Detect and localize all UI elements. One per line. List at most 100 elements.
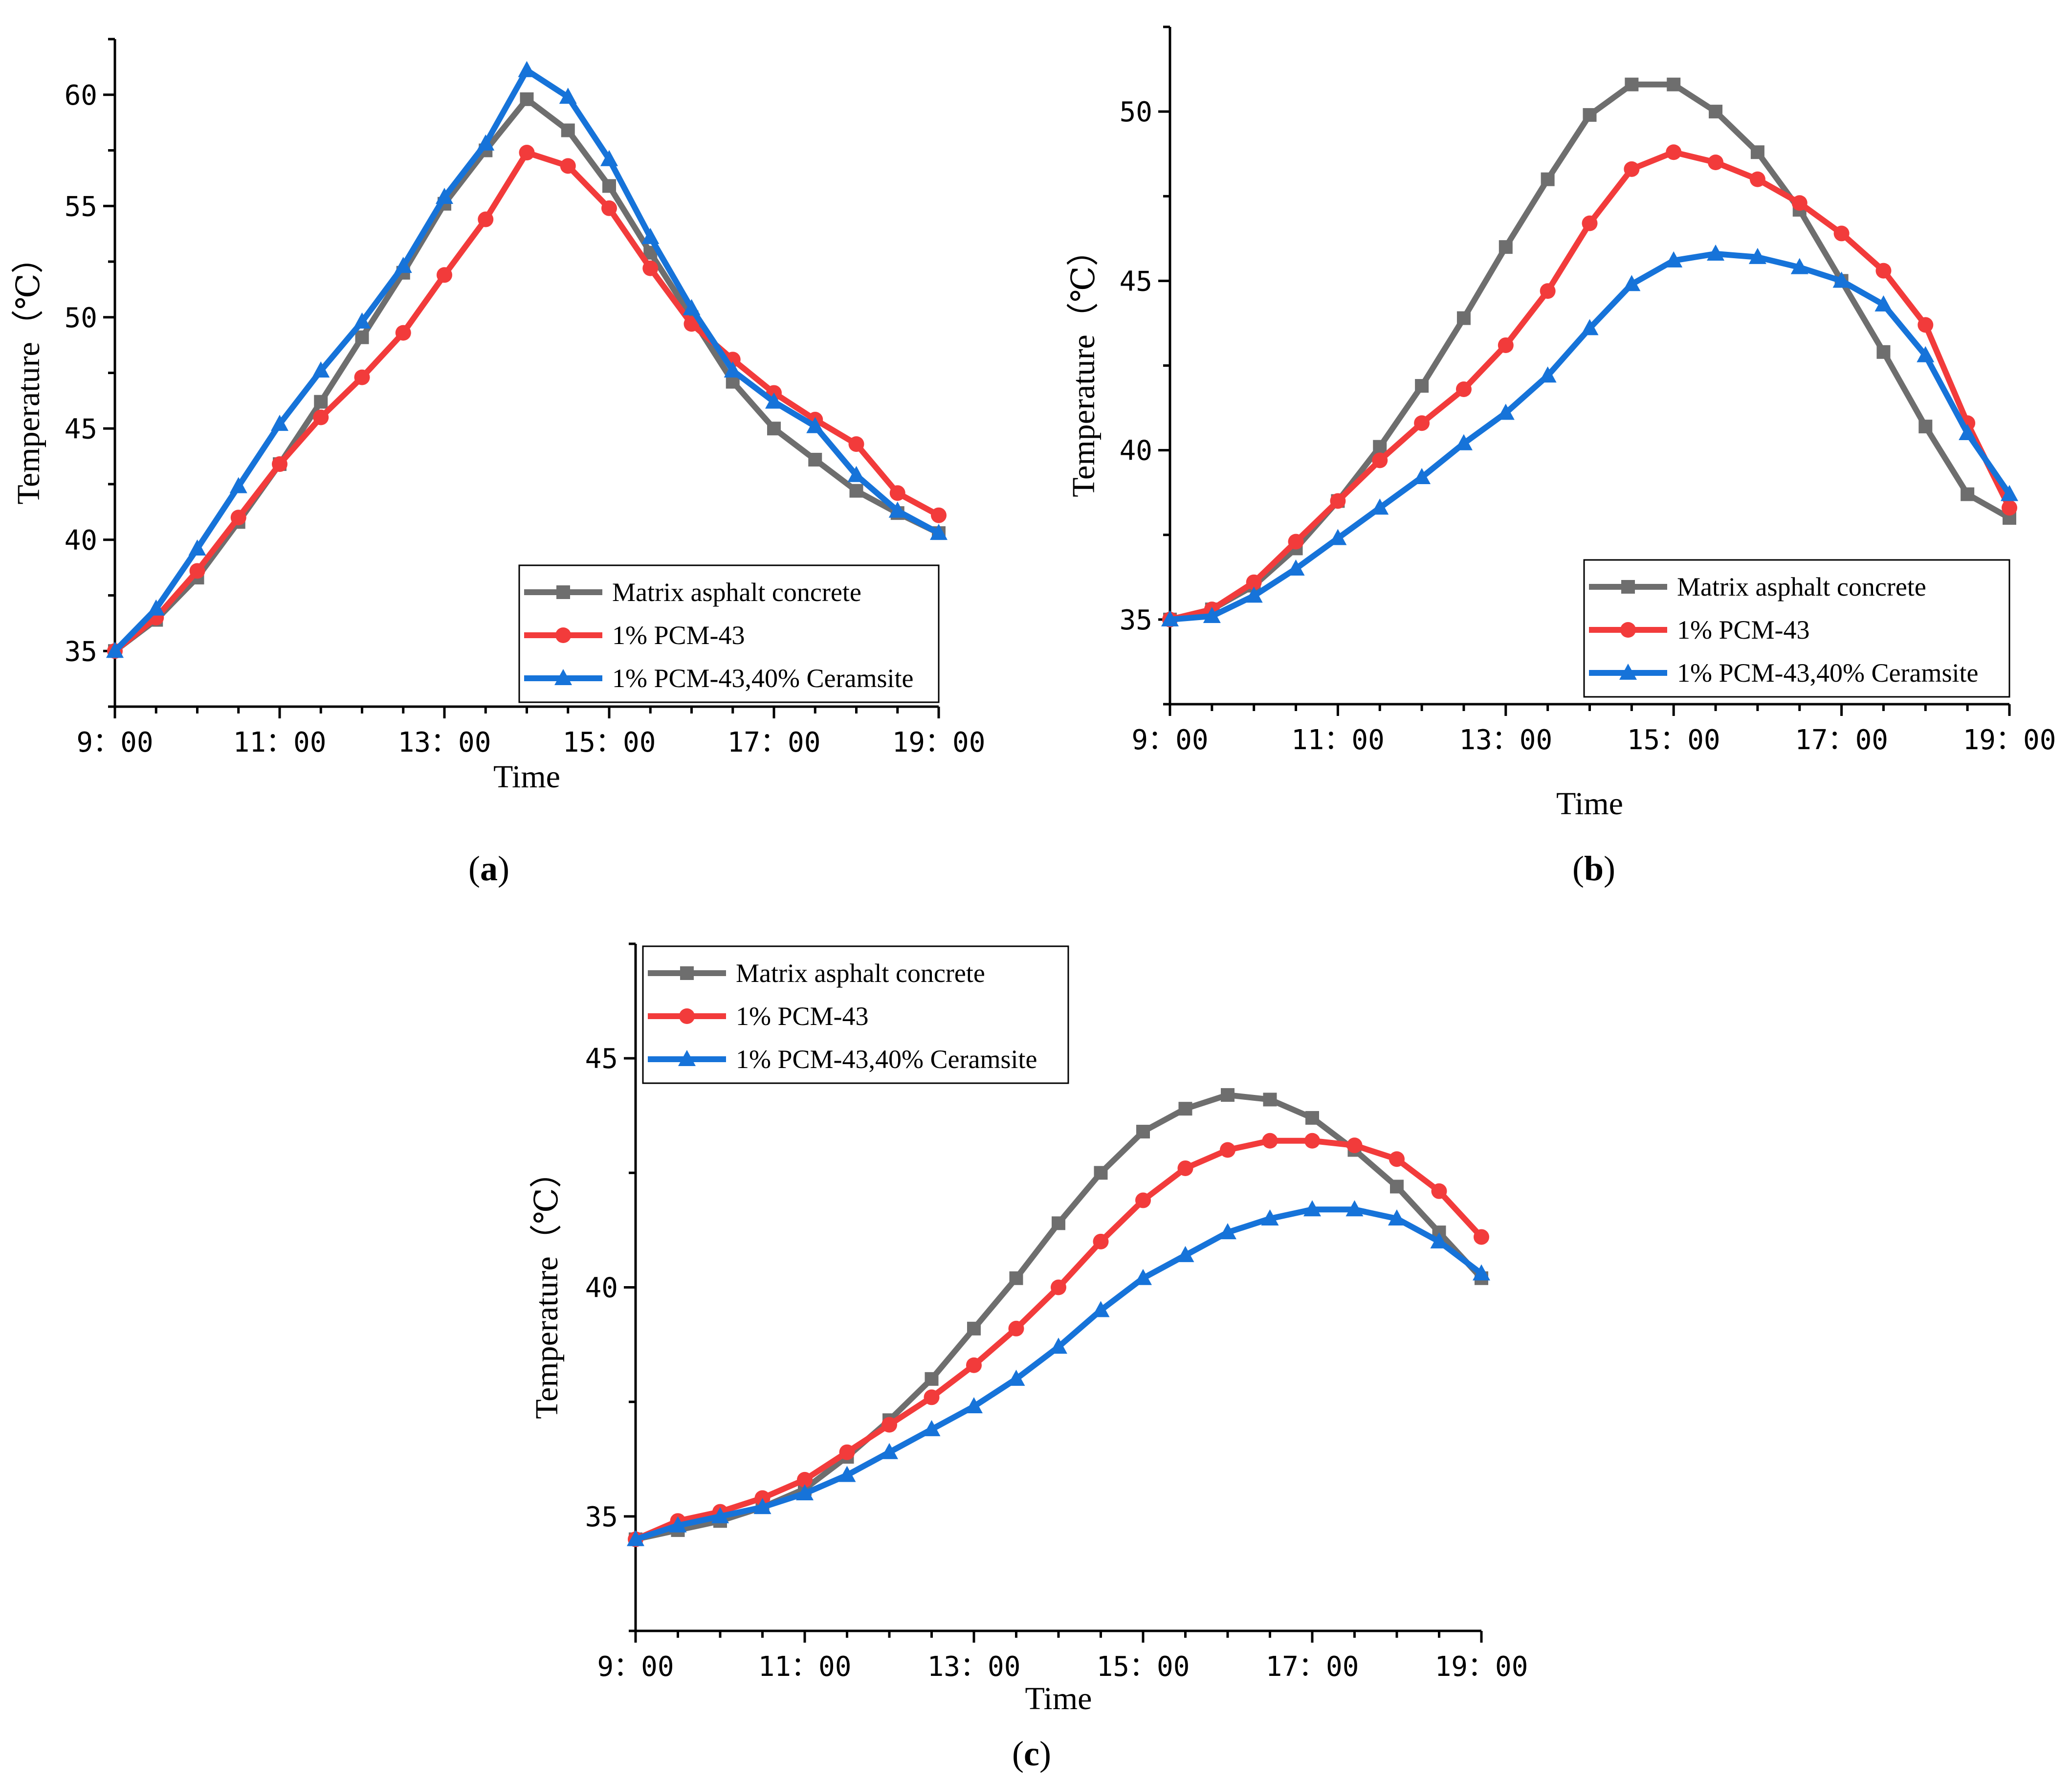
ceramsite-point (106, 642, 124, 658)
ceramsite-point (1959, 424, 1977, 440)
matrix-point (1918, 420, 1933, 434)
matrix-line (633, 1092, 1484, 1542)
pcm-point (1708, 155, 1724, 170)
ceramsite-point (1790, 258, 1808, 274)
ceramsite-point (753, 1498, 771, 1515)
pcm-point (1372, 452, 1388, 468)
y-axis-title: Temperature（℃） (1066, 234, 1102, 497)
y-tick-label: 50 (1120, 96, 1152, 128)
pcm-point (882, 1417, 897, 1433)
pcm-point (848, 436, 864, 452)
matrix-point (1178, 1102, 1192, 1116)
ceramsite-point (394, 257, 412, 273)
ceramsite-point (312, 361, 330, 378)
pcm-point (1431, 1183, 1447, 1199)
legend-ceramsite-label: 1% PCM-43,40% Ceramsite (736, 1045, 1037, 1074)
ceramsite-point (627, 1530, 644, 1546)
x-tick-label: 13：00 (1459, 724, 1552, 756)
pcm-point (924, 1389, 940, 1405)
pcm-point (1624, 161, 1640, 177)
ceramsite-point (847, 466, 865, 482)
ceramsite-point (796, 1484, 814, 1500)
legend-ceramsite-marker (554, 669, 572, 685)
matrix-point (1961, 487, 1975, 501)
matrix-point (1541, 172, 1555, 186)
matrix-point (1456, 311, 1471, 325)
ceramsite-point (477, 134, 495, 151)
ceramsite-point (683, 299, 701, 315)
ceramsite-point (1161, 610, 1179, 626)
x-tick-label: 19：00 (1435, 1651, 1528, 1683)
pcm-point (313, 409, 329, 425)
ceramsite-point (724, 361, 742, 378)
pcm-point (1304, 1133, 1320, 1149)
pcm-point (1220, 1142, 1235, 1158)
ceramsite-point (669, 1516, 687, 1533)
x-tick-label: 17：00 (727, 727, 821, 758)
ceramsite-point (1874, 295, 1893, 312)
x-tick-label: 9：00 (1131, 724, 1208, 756)
ceramsite-point (1497, 403, 1515, 420)
matrix-point (1415, 379, 1429, 393)
ceramsite-point (229, 477, 247, 493)
pcm-point (1177, 1160, 1193, 1176)
pcm-point (1389, 1151, 1405, 1167)
pcm-point (839, 1444, 855, 1460)
pcm-point (1749, 171, 1765, 187)
y-tick-label: 40 (585, 1272, 618, 1304)
matrix-point (849, 484, 863, 498)
legend-ceramsite-label: 1% PCM-43,40% Ceramsite (612, 664, 913, 693)
pcm-point (189, 563, 205, 579)
pcm-point (1875, 263, 1892, 279)
legend-pcm-label: 1% PCM-43 (736, 1002, 869, 1031)
ceramsite-point (641, 227, 660, 244)
y-tick-label: 35 (585, 1501, 618, 1533)
series-pcm (628, 1133, 1489, 1547)
pcm-point (1093, 1233, 1109, 1249)
matrix-point (1009, 1271, 1023, 1285)
ceramsite-point (1261, 1209, 1279, 1225)
matrix-point (1709, 105, 1723, 119)
y-axis-title: Temperature（℃） (529, 1156, 565, 1419)
x-tick-label: 15：00 (563, 727, 656, 758)
matrix-point (808, 452, 822, 467)
y-tick-label: 35 (65, 636, 97, 668)
ceramsite-point (1413, 468, 1431, 485)
x-tick-label: 15：00 (1627, 724, 1720, 756)
legend-matrix-label: Matrix asphalt concrete (1677, 572, 1926, 601)
matrix-point (1583, 108, 1597, 122)
matrix-point (314, 395, 328, 409)
ceramsite-point (711, 1507, 729, 1523)
x-tick-label: 13：00 (927, 1651, 1021, 1683)
pcm-point (478, 211, 494, 227)
y-tick-label: 45 (585, 1043, 618, 1075)
pcm-point (1008, 1320, 1024, 1336)
matrix-point (767, 422, 781, 436)
ceramsite-point (1539, 366, 1557, 383)
y-axis-title: Temperature（℃） (11, 241, 46, 504)
pcm-point (1918, 317, 1934, 333)
legend-ceramsite-label: 1% PCM-43,40% Ceramsite (1677, 658, 1978, 688)
x-tick-label: 9：00 (597, 1651, 674, 1683)
x-tick-label: 11：00 (758, 1651, 852, 1683)
ceramsite-point (930, 524, 948, 540)
ceramsite-point (188, 539, 206, 556)
series-ceramsite (627, 1200, 1490, 1546)
ceramsite-line (633, 1206, 1484, 1542)
ceramsite-point (1007, 1369, 1025, 1386)
legend: Matrix asphalt concrete 1% PCM-43 1% PCM-4… (642, 945, 1069, 1084)
y-tick-label: 45 (65, 413, 97, 445)
pcm-point (437, 267, 452, 283)
pcm-point (1330, 493, 1346, 509)
pcm-point (230, 510, 246, 526)
pcm-point (1498, 337, 1514, 353)
ceramsite-point (600, 150, 618, 166)
ceramsite-point (1917, 346, 1935, 362)
ceramsite-point (1176, 1246, 1194, 1262)
matrix-point (967, 1321, 981, 1336)
x-tick-label: 17：00 (1266, 1651, 1359, 1683)
matrix-point (1136, 1125, 1150, 1139)
pcm-point (272, 456, 287, 472)
ceramsite-point (2001, 485, 2018, 501)
